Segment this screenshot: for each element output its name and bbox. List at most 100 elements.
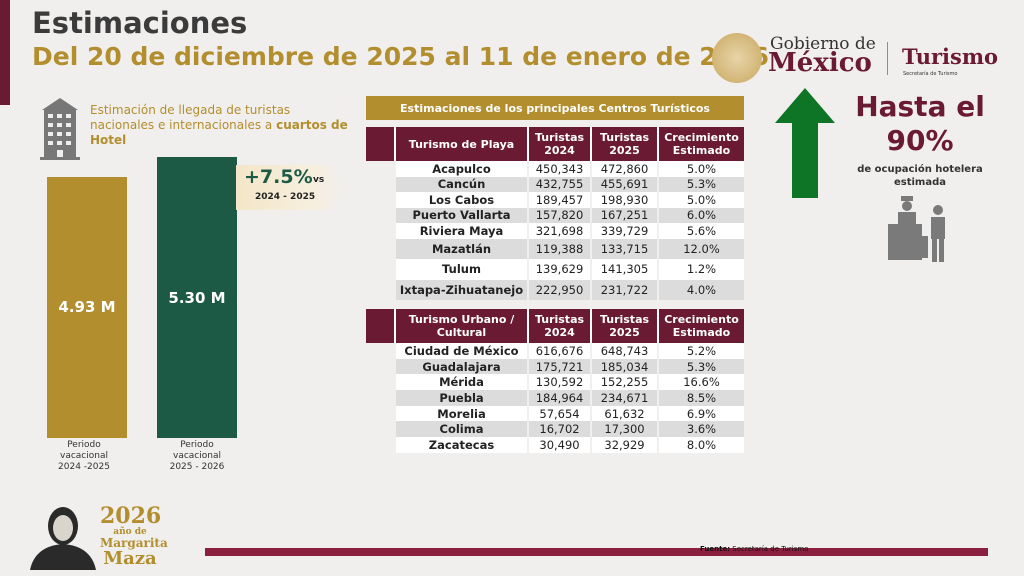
column-header: Turistas 2024 [527, 309, 590, 343]
intro-text-main: Estimación de llegada de turistas nacion… [90, 103, 291, 132]
table-cell: Mazatlán [394, 238, 527, 259]
table-cell: 432,755 [527, 176, 590, 192]
row-stub [366, 437, 394, 453]
row-stub [366, 223, 394, 239]
bar-value-label: 5.30 M [168, 288, 226, 307]
header-stub [366, 309, 394, 343]
page-subtitle: Del 20 de diciembre de 2025 al 11 de ene… [32, 42, 769, 71]
table-row: Ciudad de México 616,676 648,743 5.2% [366, 343, 744, 359]
row-stub [366, 208, 394, 224]
table-cell: 32,929 [590, 437, 657, 453]
table-cell: 231,722 [590, 279, 657, 300]
table-row: Ixtapa-Zihuatanejo 222,950 231,722 4.0% [366, 279, 744, 301]
table-cell: 222,950 [527, 279, 590, 300]
table-cell: 57,654 [527, 405, 590, 422]
bar-value-label: 4.93 M [58, 298, 116, 317]
bottom-bar [205, 548, 988, 556]
year-text: 2026 [100, 503, 162, 529]
table-header: Turismo Urbano / Cultural Turistas 2024 Tu… [366, 309, 744, 343]
table-cell: 133,715 [590, 238, 657, 259]
hotel-building-icon [40, 98, 80, 160]
source-note: Fuente: Secretaría de Turismo [700, 545, 808, 553]
table-cell: Acapulco [394, 161, 527, 177]
table-cell: 5.2% [657, 343, 744, 359]
table-row: Acapulco 450,343 472,860 5.0% [366, 161, 744, 177]
occupancy-percent: 90% [886, 124, 954, 157]
source-text: Secretaría de Turismo [730, 545, 809, 553]
table-cell: 3.6% [657, 421, 744, 438]
table-cell: 6.9% [657, 405, 744, 422]
margarita-maza-portrait [30, 507, 96, 570]
table-cell: Mérida [394, 374, 527, 391]
logo-turismo-sub: Secretaría de Turismo [903, 71, 958, 77]
row-stub [366, 343, 394, 359]
table-cell: Riviera Maya [394, 223, 527, 239]
column-header: Turistas 2024 [527, 127, 590, 161]
column-header: Crecimiento Estimado [657, 309, 744, 343]
table-cell: 1.2% [657, 259, 744, 280]
year-name1: Margarita [100, 536, 168, 550]
column-header: Turistas 2025 [590, 127, 657, 161]
intro-text-bold: cuartos de Hotel [90, 118, 348, 147]
row-stub [366, 177, 394, 193]
table-cell: 5.3% [657, 358, 744, 375]
table-row: Cancún 432,755 455,691 5.3% [366, 176, 744, 193]
table-cell: 198,930 [590, 192, 657, 208]
table-cell: 16,702 [527, 421, 590, 438]
national-seal-logo [712, 33, 762, 83]
bar-category-label: Periodo vacacional 2025 - 2026 [157, 440, 237, 473]
column-header: Turismo de Playa [394, 127, 527, 161]
table-cell: Los Cabos [394, 192, 527, 208]
table-cell: 4.0% [657, 279, 744, 300]
table-row: Mérida 130,592 152,255 16.6% [366, 374, 744, 391]
year-badge: 2026 año de Margarita Maza [100, 503, 168, 568]
table-row: Morelia 57,654 61,632 6.9% [366, 405, 744, 422]
table-cell: 189,457 [527, 192, 590, 208]
table-cell: 8.5% [657, 390, 744, 406]
table-cell: Puebla [394, 390, 527, 406]
table-cell: 167,251 [590, 207, 657, 223]
occupancy-headline: Hasta el 90% [835, 90, 1005, 158]
column-header: Turistas 2025 [590, 309, 657, 343]
row-stub [366, 374, 394, 390]
table-cell: 157,820 [527, 207, 590, 223]
category-line: 2024 -2025 [58, 462, 110, 472]
table-row: Los Cabos 189,457 198,930 5.0% [366, 192, 744, 208]
year-sub: año de [113, 527, 147, 537]
table-cell: 175,721 [527, 358, 590, 375]
bar-2024-2025: 4.93 M [47, 176, 127, 438]
table-cell: 616,676 [527, 343, 590, 359]
table-row: Mazatlán 119,388 133,715 12.0% [366, 238, 744, 260]
category-line: vacacional [173, 451, 221, 461]
table-cell: 152,255 [590, 374, 657, 391]
table-cell: 8.0% [657, 437, 744, 453]
logo-gobierno-text: Gobierno de [770, 34, 876, 54]
table-cell: 234,671 [590, 390, 657, 406]
table-cell: Tulum [394, 259, 527, 280]
table-cell: Morelia [394, 405, 527, 422]
table-cell: 141,305 [590, 259, 657, 280]
logo-divider [887, 42, 888, 75]
row-stub [366, 259, 394, 280]
table-cell: 130,592 [527, 374, 590, 391]
growth-vs: vs [313, 175, 325, 185]
row-stub [366, 161, 394, 177]
table-cell: 5.0% [657, 161, 744, 177]
table-row: Guadalajara 175,721 185,034 5.3% [366, 358, 744, 375]
row-stub [366, 280, 394, 301]
column-header: Crecimiento Estimado [657, 127, 744, 161]
row-stub [366, 239, 394, 260]
table-cell: 185,034 [590, 358, 657, 375]
table-row: Colima 16,702 17,300 3.6% [366, 421, 744, 438]
table-cell: Puerto Vallarta [394, 207, 527, 223]
table-cell: 648,743 [590, 343, 657, 359]
row-stub [366, 390, 394, 406]
tables-title: Estimaciones de los principales Centros … [366, 96, 744, 120]
table-row: Zacatecas 30,490 32,929 8.0% [366, 437, 744, 453]
table-urbano: Turismo Urbano / Cultural Turistas 2024 Tu… [366, 309, 744, 453]
hotel-reception-icon [888, 196, 945, 262]
table-header: Turismo de Playa Turistas 2024 Turistas 20… [366, 127, 744, 161]
growth-percent: +7.5% [244, 166, 313, 188]
row-stub [366, 421, 394, 437]
table-body: Ciudad de México 616,676 648,743 5.2% Guadal… [366, 343, 744, 453]
